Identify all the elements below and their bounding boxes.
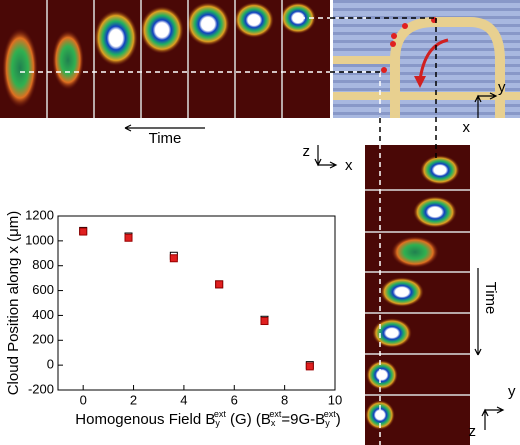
x-axis-label-part: ext [324,409,337,419]
image-strip [0,0,330,118]
x-axis-label: Homogenous Field Byext (G) (Bxext=9G-Bye… [75,409,340,428]
label: Time [482,282,499,315]
marker [215,280,224,289]
x-axis-label-part: =9G-B [281,411,325,428]
plot-frame [57,215,336,391]
marker [124,233,133,242]
marker [169,254,178,263]
x-axis-label-part: x [271,418,276,428]
y-tick-label: -200 [28,381,54,396]
x-tick-label: 2 [130,392,137,407]
marker [305,362,314,371]
x-axis-label-part: y [325,418,330,428]
x-axis-label-part: Homogenous Field B [75,411,215,428]
x-axis-label-part: ext [269,409,282,419]
x-tick-label: 0 [80,392,87,407]
label: z [469,423,477,440]
x-tick-label: 4 [180,392,187,407]
x-axis-label-part: (G) (B [226,411,271,428]
label: y [508,383,516,400]
y-axis-label: Cloud Position along x (μm) [5,211,22,396]
guide-lines [330,17,437,160]
y-tick-label: 1200 [25,207,54,222]
x-tick-label: 10 [328,392,342,407]
x-axis-label-part: ext [214,409,227,419]
y-tick-label: 1000 [25,232,54,247]
x-axis-label-part: y [215,418,220,428]
marker [79,227,88,236]
axes-icons [124,92,505,430]
label: y [498,79,506,96]
label: z [303,143,311,160]
plot: -200 0 200 400 600 800 1000 1200 0 2 4 6 8 10 Cloud Po… [5,207,342,428]
x-tick-label: 8 [281,392,288,407]
x-axis-label-part: ) [336,411,341,428]
y-tick-label: 0 [47,357,54,372]
marker [260,317,269,326]
y-tick-label: 400 [32,307,54,322]
label: x [345,157,353,174]
image-strip [365,145,470,445]
label: Time [149,130,182,147]
y-tick-label: 800 [32,257,54,272]
label: x [463,119,471,136]
x-tick-label: 6 [231,392,238,407]
y-tick-label: 600 [32,282,54,297]
y-tick-label: 200 [32,332,54,347]
